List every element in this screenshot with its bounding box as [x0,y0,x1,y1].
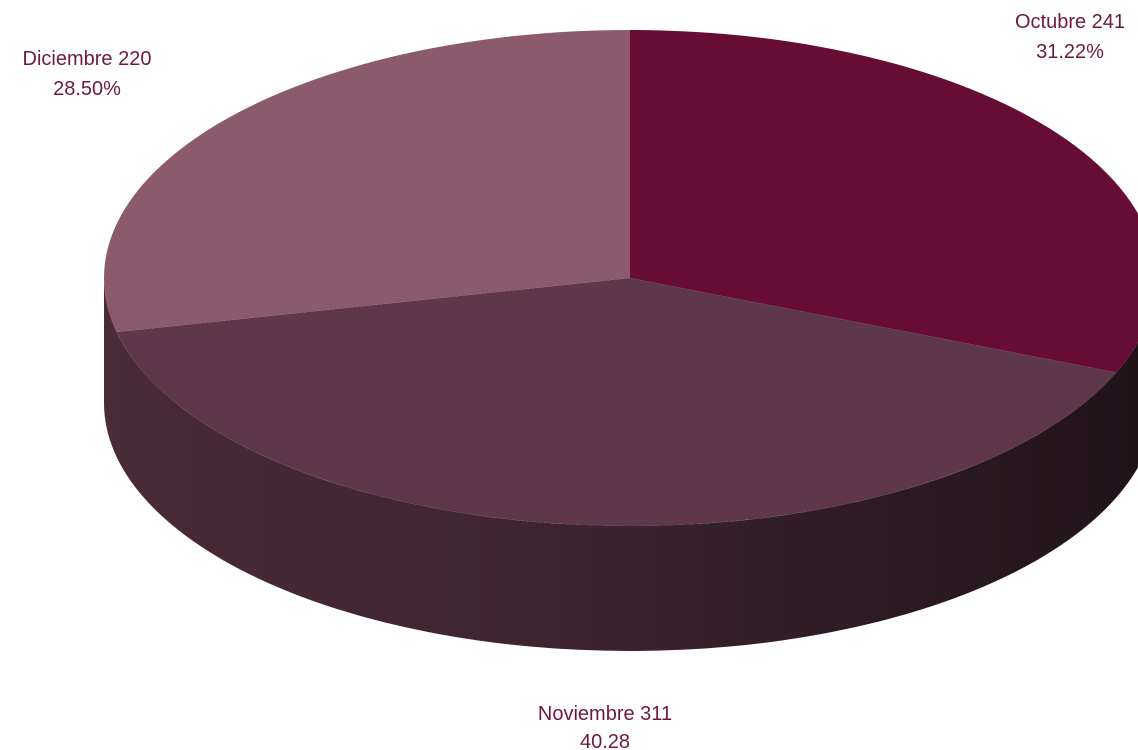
pie-slice-noviembre [116,278,1117,526]
slice-label-diciembre: Diciembre 220 [23,48,152,70]
slice-percent-noviembre: 40.28 [580,731,630,750]
pie-slice-octubre [630,30,1138,373]
pie-side-walls [104,278,1138,651]
pie-labels: Octubre 241 31.22% Noviembre 311 40.28 Dicie… [23,11,1126,750]
pie-slice-diciembre [104,30,630,333]
pie-side-wall [104,278,1138,651]
pie-top-faces [104,30,1138,526]
slice-percent-diciembre: 28.50% [53,78,121,100]
slice-percent-octubre: 31.22% [1036,41,1104,63]
slice-label-octubre: Octubre 241 [1015,11,1125,33]
slice-label-noviembre: Noviembre 311 [538,703,672,725]
